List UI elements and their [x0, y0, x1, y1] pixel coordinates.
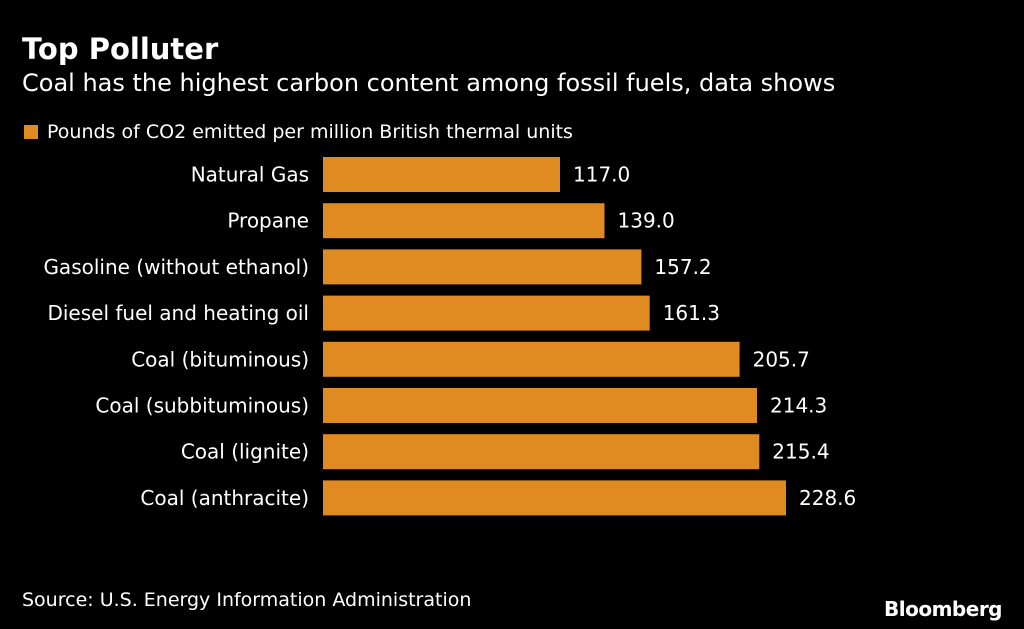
- data-label: 139.0: [618, 209, 675, 233]
- category-label: Diesel fuel and heating oil: [47, 301, 309, 325]
- bar: [323, 434, 760, 470]
- legend: Pounds of CO2 emitted per million Britis…: [24, 118, 573, 146]
- legend-label: Pounds of CO2 emitted per million Britis…: [47, 121, 573, 143]
- data-label: 157.2: [654, 255, 711, 279]
- bar-chart: Natural Gas 117.0 Propane 139.0 Gasoline (wi…: [43, 157, 856, 516]
- data-label: 228.6: [799, 486, 856, 510]
- legend-swatch: [24, 125, 38, 139]
- category-label: Coal (subbituminous): [95, 394, 309, 418]
- category-label: Propane: [227, 209, 309, 233]
- category-label: Gasoline (without ethanol): [43, 255, 309, 279]
- bar: [323, 388, 757, 423]
- data-label: 205.7: [753, 347, 810, 371]
- bar: [323, 341, 740, 377]
- data-label: 117.0: [573, 163, 630, 187]
- bloomberg-logo: Bloomberg: [884, 597, 1002, 621]
- bar: [323, 249, 642, 285]
- category-label: Coal (bituminous): [131, 347, 309, 371]
- chart-title: Top Polluter: [22, 32, 219, 66]
- category-label: Coal (anthracite): [140, 486, 309, 510]
- chart-subtitle: Coal has the highest carbon content amon…: [22, 69, 836, 97]
- bar: [323, 203, 605, 239]
- data-label: 161.3: [663, 301, 720, 325]
- data-label: 214.3: [770, 394, 827, 418]
- category-label: Coal (lignite): [181, 440, 309, 464]
- bar: [323, 157, 560, 192]
- category-label: Natural Gas: [191, 163, 309, 187]
- bar: [323, 480, 786, 516]
- data-label: 215.4: [772, 440, 829, 464]
- source-note: Source: U.S. Energy Information Administ…: [22, 589, 472, 611]
- bar: [323, 295, 650, 331]
